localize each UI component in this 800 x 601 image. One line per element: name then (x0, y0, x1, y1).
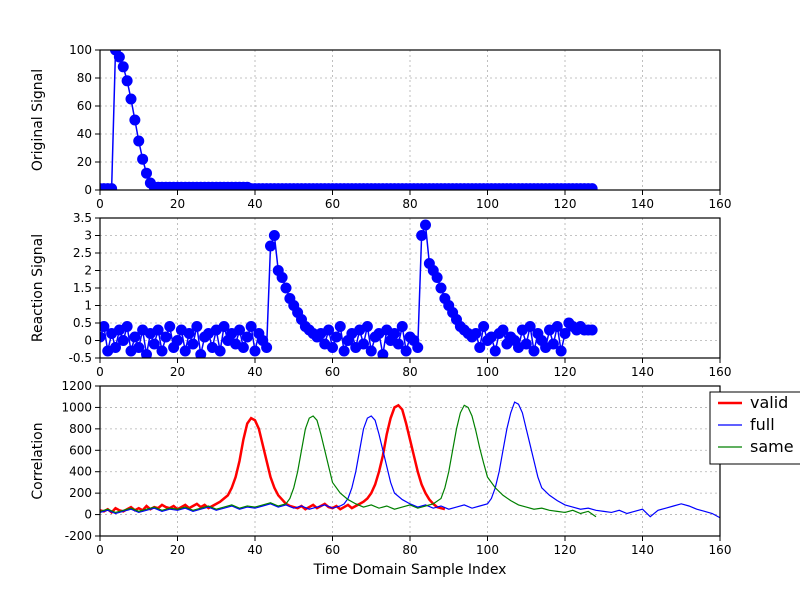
svg-text:120: 120 (554, 197, 577, 211)
svg-text:80: 80 (402, 543, 417, 557)
svg-text:20: 20 (170, 365, 185, 379)
svg-text:60: 60 (325, 197, 340, 211)
chart-figure: 020406080100120140160020406080100Origina… (0, 0, 800, 601)
svg-text:60: 60 (325, 543, 340, 557)
svg-text:80: 80 (402, 197, 417, 211)
svg-text:140: 140 (631, 197, 654, 211)
svg-text:-200: -200 (65, 529, 92, 543)
svg-text:200: 200 (69, 486, 92, 500)
svg-text:0: 0 (84, 183, 92, 197)
svg-text:2.5: 2.5 (73, 246, 92, 260)
svg-text:80: 80 (77, 71, 92, 85)
svg-text:140: 140 (631, 543, 654, 557)
svg-text:full: full (750, 415, 775, 434)
svg-text:0: 0 (84, 334, 92, 348)
svg-text:40: 40 (247, 197, 262, 211)
svg-text:1: 1 (84, 299, 92, 313)
svg-text:3.5: 3.5 (73, 211, 92, 225)
svg-text:0: 0 (84, 508, 92, 522)
series-valid (100, 405, 445, 512)
svg-text:800: 800 (69, 422, 92, 436)
svg-text:100: 100 (476, 543, 499, 557)
svg-text:2: 2 (84, 264, 92, 278)
xlabel: Time Domain Sample Index (313, 562, 507, 578)
svg-text:100: 100 (476, 197, 499, 211)
svg-text:20: 20 (170, 543, 185, 557)
svg-text:same: same (750, 437, 794, 456)
svg-text:40: 40 (247, 543, 262, 557)
ylabel: Original Signal (30, 69, 46, 171)
svg-text:0.5: 0.5 (73, 316, 92, 330)
svg-text:20: 20 (170, 197, 185, 211)
svg-text:600: 600 (69, 443, 92, 457)
svg-text:20: 20 (77, 155, 92, 169)
svg-text:120: 120 (554, 543, 577, 557)
svg-text:120: 120 (554, 365, 577, 379)
svg-text:-0.5: -0.5 (69, 351, 92, 365)
svg-text:0: 0 (96, 365, 104, 379)
svg-text:100: 100 (476, 365, 499, 379)
svg-text:160: 160 (709, 543, 732, 557)
svg-text:400: 400 (69, 465, 92, 479)
series-same (100, 405, 596, 516)
series-full (100, 402, 720, 518)
chart-svg: 020406080100120140160020406080100Origina… (0, 0, 800, 601)
svg-text:80: 80 (402, 365, 417, 379)
svg-text:40: 40 (77, 127, 92, 141)
svg-text:160: 160 (709, 365, 732, 379)
svg-text:1.5: 1.5 (73, 281, 92, 295)
svg-text:1200: 1200 (61, 379, 92, 393)
svg-text:1000: 1000 (61, 400, 92, 414)
svg-text:40: 40 (247, 365, 262, 379)
svg-text:100: 100 (69, 43, 92, 57)
ylabel: Reaction Signal (30, 234, 46, 342)
svg-text:valid: valid (750, 393, 788, 412)
svg-text:3: 3 (84, 229, 92, 243)
svg-text:0: 0 (96, 197, 104, 211)
svg-text:160: 160 (709, 197, 732, 211)
svg-text:140: 140 (631, 365, 654, 379)
svg-text:60: 60 (325, 365, 340, 379)
svg-text:0: 0 (96, 543, 104, 557)
legend: valid full same (710, 392, 800, 464)
ylabel: Correlation (30, 422, 46, 499)
svg-text:60: 60 (77, 99, 92, 113)
